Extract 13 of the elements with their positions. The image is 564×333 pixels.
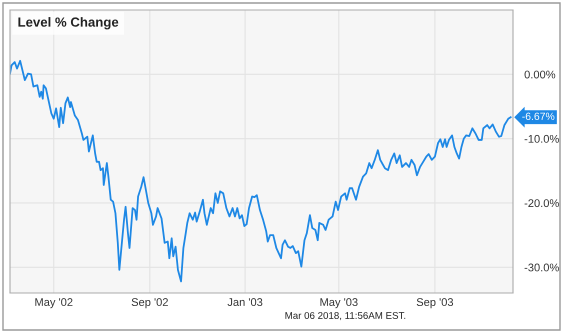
x-tick-label: May '02 bbox=[35, 298, 72, 308]
annotation: -6.67% bbox=[522, 112, 554, 120]
y-tick-label: -10.0% bbox=[524, 134, 559, 143]
y-tick-label: -20.0% bbox=[524, 199, 559, 208]
x-tick-label: Sep '02 bbox=[132, 298, 168, 308]
y-tick-label: 0.00% bbox=[524, 70, 556, 78]
line-series bbox=[10, 60, 512, 282]
text: Level % Change bbox=[18, 17, 118, 30]
x-tick-label: Jan '03 bbox=[228, 298, 262, 306]
x-tick-label: May '03 bbox=[320, 298, 358, 308]
x-tick-label: Sep '03 bbox=[416, 298, 454, 308]
text: Mar 06 2018, 11:56AM EST. bbox=[285, 312, 406, 320]
y-tick-label: -30.0% bbox=[524, 264, 559, 272]
